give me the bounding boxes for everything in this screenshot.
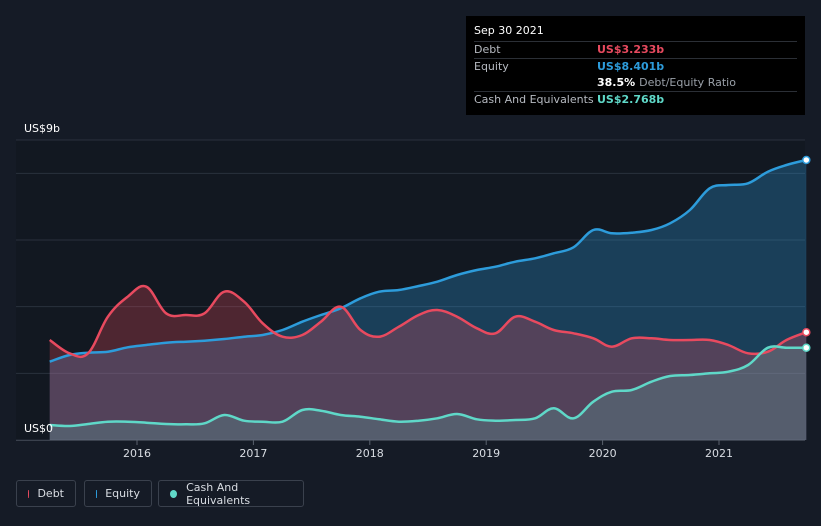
tooltip-debt-value: US$3.233b <box>597 43 665 56</box>
tooltip-row-equity: Equity US$8.401b <box>474 58 797 75</box>
legend-item-debt[interactable]: Debt <box>16 480 76 507</box>
x-tick-label: 2020 <box>589 447 617 460</box>
line-layer <box>48 158 807 428</box>
equity-area <box>49 160 807 440</box>
legend-item-cash[interactable]: Cash And Equivalents <box>158 480 304 507</box>
tooltip-equity-value: US$8.401b <box>597 60 665 73</box>
tooltip-row-ratio: 38.5% Debt/Equity Ratio <box>474 75 797 91</box>
x-tick-label: 2021 <box>705 447 733 460</box>
tooltip-cash-value: US$2.768b <box>597 93 665 106</box>
marker-layer <box>802 155 811 352</box>
grid-layer <box>16 139 805 441</box>
legend-item-equity[interactable]: Equity <box>84 480 152 507</box>
debt-area <box>49 286 807 440</box>
x-tick-label: 2017 <box>239 447 267 460</box>
tooltip-ratio-label: Debt/Equity Ratio <box>639 76 736 89</box>
cash-and-equivalents-area <box>49 346 807 440</box>
tooltip-row-cash: Cash And Equivalents US$2.768b <box>474 91 797 108</box>
equity-end-marker <box>802 155 811 165</box>
area-layer <box>49 160 807 440</box>
x-tick-label: 2016 <box>123 447 151 460</box>
tooltip-equity-label: Equity <box>474 60 509 73</box>
x-tick-label: 2018 <box>356 447 384 460</box>
equity-line <box>49 158 807 363</box>
tooltip-row-debt: Debt US$3.233b <box>474 41 797 58</box>
legend-debt-label: Debt <box>37 487 64 500</box>
debt-end-marker <box>802 327 811 337</box>
tooltip-ratio-value: 38.5% <box>597 76 636 89</box>
plot-background <box>16 140 805 440</box>
cash-dot-icon <box>170 489 178 498</box>
x-axis-ticks: 2016 2017 2018 2019 2020 2021 <box>123 440 733 460</box>
cash-and-equivalents-line <box>49 345 807 428</box>
cash-and-equivalents-end-marker <box>802 343 811 352</box>
tooltip-cash-label: Cash And Equivalents <box>474 93 594 106</box>
y-axis-min-label: US$0 <box>24 422 54 435</box>
tooltip-debt-label: Debt <box>474 43 501 56</box>
legend-equity-label: Equity <box>105 487 140 500</box>
x-tick-label: 2019 <box>472 447 500 460</box>
y-axis-max-label: US$9b <box>24 122 61 135</box>
tooltip-date: Sep 30 2021 <box>474 24 544 37</box>
tooltip-panel: Sep 30 2021 Debt US$3.233b Equity US$8.4… <box>466 16 805 115</box>
debt-line <box>48 284 807 359</box>
legend-cash-label: Cash And Equivalents <box>186 480 251 507</box>
